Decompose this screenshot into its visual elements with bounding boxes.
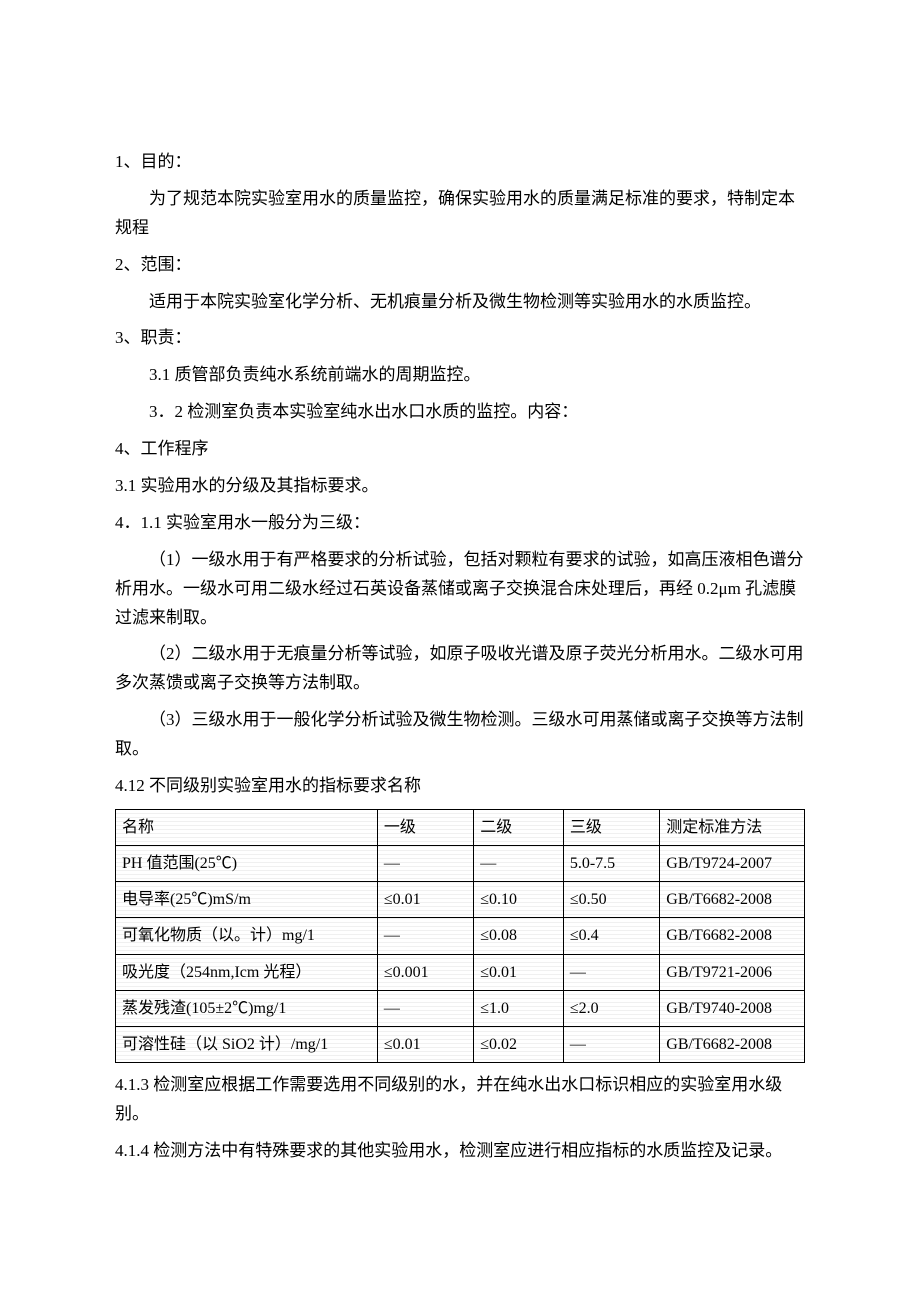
table-cell: GB/T6682-2008	[660, 918, 805, 954]
table-header-cell: 测定标准方法	[660, 809, 805, 845]
water-spec-table: 名称 一级 二级 三级 测定标准方法 PH 值范围(25℃) — — 5.0-7…	[115, 809, 805, 1063]
section-4-11: 4．1.1 实验室用水一般分为三级：	[115, 509, 805, 538]
table-cell: ≤0.001	[377, 954, 473, 990]
table-header-cell: 一级	[377, 809, 473, 845]
table-cell: ≤0.10	[474, 882, 564, 918]
table-row: 吸光度（254nm,Icm 光程） ≤0.001 ≤0.01 — GB/T972…	[116, 954, 805, 990]
section-4-12: 4.12 不同级别实验室用水的指标要求名称	[115, 772, 805, 801]
table-cell: PH 值范围(25℃)	[116, 846, 378, 882]
table-cell: GB/T9724-2007	[660, 846, 805, 882]
table-cell: —	[563, 954, 659, 990]
table-cell: ≤0.4	[563, 918, 659, 954]
document-page: 1、目的： 为了规范本院实验室用水的质量监控，确保实验用水的质量满足标准的要求，…	[0, 0, 920, 1234]
table-cell: ≤0.01	[377, 882, 473, 918]
section-4-11-2: （2）二级水用于无痕量分析等试验，如原子吸收光谱及原子荧光分析用水。二级水可用多…	[115, 640, 805, 698]
table-row: 蒸发残渣(105±2℃)mg/1 — ≤1.0 ≤2.0 GB/T9740-20…	[116, 990, 805, 1026]
table-header-cell: 三级	[563, 809, 659, 845]
table-cell: GB/T6682-2008	[660, 882, 805, 918]
table-row: PH 值范围(25℃) — — 5.0-7.5 GB/T9724-2007	[116, 846, 805, 882]
table-cell: ≤0.50	[563, 882, 659, 918]
table-cell: 可溶性硅（以 SiO2 计）/mg/1	[116, 1027, 378, 1063]
section-4-11-3: （3）三级水用于一般化学分析试验及微生物检测。三级水可用蒸储或离子交换等方法制取…	[115, 706, 805, 764]
table-cell: GB/T9721-2006	[660, 954, 805, 990]
section-1-body: 为了规范本院实验室用水的质量监控，确保实验用水的质量满足标准的要求，特制定本规程	[115, 185, 805, 243]
table-cell: 电导率(25℃)mS/m	[116, 882, 378, 918]
section-4-11-1: （1）一级水用于有严格要求的分析试验，包括对颗粒有要求的试验，如高压液相色谱分析…	[115, 546, 805, 633]
section-4-14: 4.1.4 检测方法中有特殊要求的其他实验用水，检测室应进行相应指标的水质监控及…	[115, 1137, 805, 1166]
section-3-title: 3、职责：	[115, 324, 805, 353]
table-cell: 吸光度（254nm,Icm 光程）	[116, 954, 378, 990]
section-1-title: 1、目的：	[115, 148, 805, 177]
table-cell: ≤2.0	[563, 990, 659, 1026]
table-cell: ≤0.01	[377, 1027, 473, 1063]
section-3-2: 3．2 检测室负责本实验室纯水出水口水质的监控。内容：	[115, 398, 805, 427]
table-header-cell: 二级	[474, 809, 564, 845]
table-row: 可溶性硅（以 SiO2 计）/mg/1 ≤0.01 ≤0.02 — GB/T66…	[116, 1027, 805, 1063]
table-cell: 5.0-7.5	[563, 846, 659, 882]
section-4-title: 4、工作程序	[115, 435, 805, 464]
section-2-body: 适用于本院实验室化学分析、无机痕量分析及微生物检测等实验用水的水质监控。	[115, 288, 805, 317]
table-cell: ≤1.0	[474, 990, 564, 1026]
table-cell: ≤0.08	[474, 918, 564, 954]
table-cell: ≤0.01	[474, 954, 564, 990]
table-header-cell: 名称	[116, 809, 378, 845]
table-cell: —	[474, 846, 564, 882]
table-cell: —	[377, 990, 473, 1026]
table-cell: 蒸发残渣(105±2℃)mg/1	[116, 990, 378, 1026]
table-cell: GB/T6682-2008	[660, 1027, 805, 1063]
table-cell: —	[377, 918, 473, 954]
table-cell: —	[563, 1027, 659, 1063]
table-cell: GB/T9740-2008	[660, 990, 805, 1026]
table-cell: ≤0.02	[474, 1027, 564, 1063]
section-4-31: 3.1 实验用水的分级及其指标要求。	[115, 472, 805, 501]
section-2-title: 2、范围：	[115, 251, 805, 280]
table-row: 可氧化物质（以。计）mg/1 — ≤0.08 ≤0.4 GB/T6682-200…	[116, 918, 805, 954]
section-3-1: 3.1 质管部负责纯水系统前端水的周期监控。	[115, 361, 805, 390]
table-cell: 可氧化物质（以。计）mg/1	[116, 918, 378, 954]
table-header-row: 名称 一级 二级 三级 测定标准方法	[116, 809, 805, 845]
section-4-13: 4.1.3 检测室应根据工作需要选用不同级别的水，并在纯水出水口标识相应的实验室…	[115, 1071, 805, 1129]
table-row: 电导率(25℃)mS/m ≤0.01 ≤0.10 ≤0.50 GB/T6682-…	[116, 882, 805, 918]
table-cell: —	[377, 846, 473, 882]
